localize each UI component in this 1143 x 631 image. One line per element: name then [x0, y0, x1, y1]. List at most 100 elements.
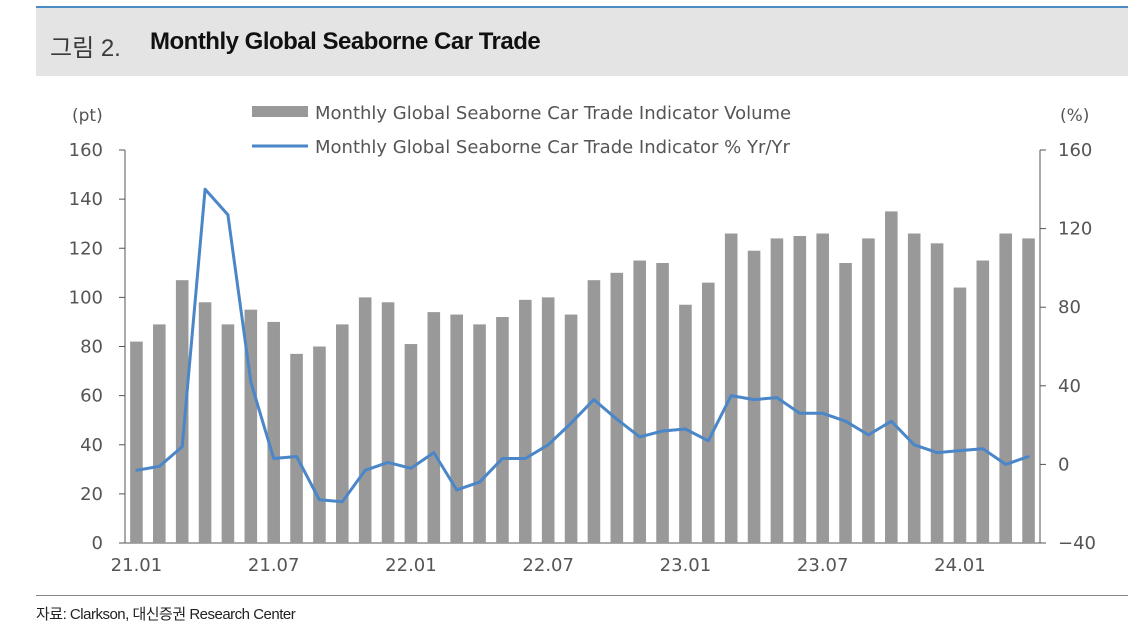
- volume-bar: [862, 238, 875, 544]
- left-tick-label: 140: [69, 189, 103, 210]
- yoy-point: [478, 480, 481, 484]
- footer-rule: [36, 595, 1128, 596]
- yoy-point: [798, 412, 802, 415]
- volume-bar: [404, 344, 418, 543]
- figure-label: 그림 2.: [50, 35, 121, 62]
- yoy-point: [1027, 455, 1030, 458]
- x-tick-label: 22.07: [522, 555, 574, 576]
- source-note: 자료: Clarkson, 대신증권 Research Center: [36, 606, 296, 623]
- yoy-point: [867, 433, 870, 437]
- figure-header: 그림 2. Monthly Global Seaborne Car Trade: [36, 8, 1128, 76]
- yoy-point: [729, 394, 733, 397]
- yoy-point: [935, 451, 939, 454]
- yoy-point: [1004, 463, 1007, 466]
- left-tick-label: 160: [69, 140, 103, 161]
- volume-bar: [724, 233, 738, 543]
- yoy-point: [318, 498, 321, 501]
- yoy-point: [501, 457, 504, 460]
- x-axis-ticks: 21.01 21.07 22.01 22.07 23.01 23.07 24.01: [111, 555, 986, 576]
- volume-bar: [999, 233, 1012, 543]
- yoy-line: [136, 187, 1030, 504]
- yoy-point: [981, 447, 985, 450]
- volume-bar: [976, 260, 990, 543]
- right-tick-label: 0: [1058, 454, 1069, 475]
- figure-title: Monthly Global Seaborne Car Trade: [150, 28, 541, 55]
- volume-bar: [885, 211, 898, 543]
- x-tick-label: 23.01: [660, 555, 712, 576]
- yoy-point: [661, 429, 664, 433]
- x-tick-label: 24.01: [934, 555, 986, 576]
- volume-bar: [473, 324, 486, 543]
- volume-bar: [175, 280, 189, 543]
- volume-bars: [130, 211, 1035, 544]
- left-tick-label: 80: [80, 337, 103, 358]
- yoy-point: [226, 213, 230, 217]
- volume-bar: [930, 243, 944, 543]
- right-tick-label: 160: [1058, 140, 1092, 161]
- right-tick-label: 120: [1058, 219, 1092, 240]
- volume-bar: [587, 280, 601, 543]
- volume-bar: [564, 314, 578, 543]
- right-tick-label: 80: [1058, 297, 1081, 318]
- right-axis-ticks: −40 0 40 80 120 160: [1040, 140, 1096, 554]
- x-tick-label: 21.01: [111, 555, 163, 576]
- volume-bar: [221, 324, 235, 543]
- volume-bar: [1022, 238, 1035, 544]
- yoy-point: [615, 418, 619, 421]
- volume-bar: [496, 317, 509, 543]
- volume-bar: [770, 238, 784, 544]
- yoy-point: [203, 188, 207, 191]
- yoy-line-series: [135, 187, 1030, 504]
- yoy-point: [341, 500, 344, 503]
- right-tick-label: 40: [1058, 376, 1081, 397]
- legend-bar-label: Monthly Global Seaborne Car Trade Indica…: [315, 103, 791, 124]
- left-tick-label: 40: [80, 435, 103, 456]
- volume-bar: [633, 260, 646, 543]
- volume-bar: [793, 235, 807, 543]
- volume-bar: [610, 272, 624, 543]
- left-tick-label: 0: [92, 533, 103, 554]
- volume-bar: [679, 304, 692, 543]
- volume-bar: [427, 312, 441, 543]
- yoy-point: [272, 457, 275, 460]
- volume-bar: [198, 302, 212, 543]
- volume-bar: [747, 250, 761, 544]
- volume-bar: [290, 353, 303, 543]
- volume-bar: [267, 321, 280, 543]
- yoy-point: [409, 467, 413, 470]
- header-top-rule: [36, 6, 1128, 8]
- yoy-point: [684, 427, 687, 431]
- yoy-point: [455, 488, 458, 492]
- left-tick-label: 120: [69, 238, 103, 259]
- volume-bar: [336, 324, 349, 543]
- yoy-point: [180, 445, 184, 448]
- yoy-point: [295, 455, 298, 458]
- volume-bar: [130, 341, 143, 543]
- yoy-point: [638, 435, 641, 439]
- legend-bar-swatch: [252, 106, 308, 117]
- yoy-point: [958, 449, 962, 452]
- left-tick-label: 20: [80, 484, 103, 505]
- right-tick-label: −40: [1058, 533, 1096, 554]
- volume-bar: [381, 302, 395, 543]
- yoy-point: [844, 419, 847, 423]
- yoy-point: [592, 398, 596, 401]
- left-tick-label: 100: [69, 287, 103, 308]
- volume-bar: [702, 282, 715, 543]
- volume-bar: [313, 346, 326, 543]
- volume-bar: [953, 287, 967, 543]
- yoy-point: [546, 443, 550, 446]
- volume-bar: [656, 262, 669, 543]
- yoy-point: [752, 398, 756, 401]
- yoy-point: [135, 469, 138, 472]
- yoy-point: [707, 439, 710, 443]
- chart-legend: Monthly Global Seaborne Car Trade Indica…: [252, 103, 791, 158]
- volume-bar: [541, 297, 555, 543]
- volume-bar: [839, 262, 852, 543]
- volume-bar: [519, 299, 532, 543]
- yoy-point: [569, 421, 573, 425]
- yoy-point: [158, 465, 161, 468]
- volume-bar: [358, 297, 372, 543]
- yoy-point: [821, 412, 824, 415]
